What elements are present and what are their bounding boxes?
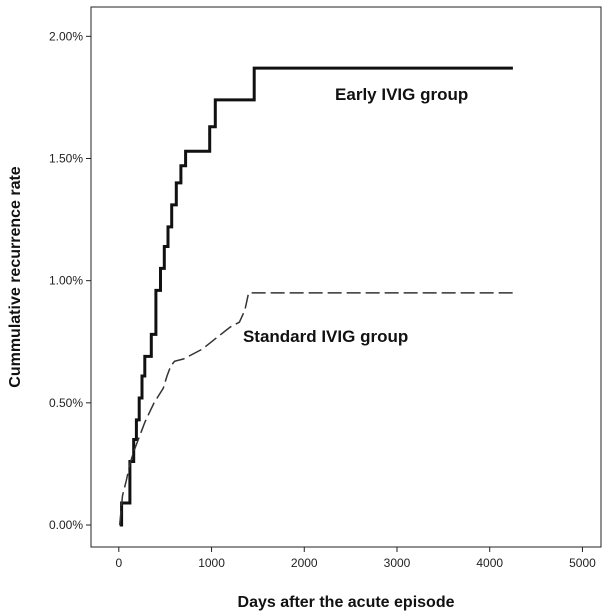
y-tick-label: 0.00% bbox=[49, 518, 83, 532]
annotations: Early IVIG group Standard IVIG group bbox=[243, 85, 468, 346]
y-tick-label: 1.00% bbox=[49, 274, 83, 288]
series-line-early-ivig bbox=[119, 66, 513, 527]
y-tick-label: 1.50% bbox=[49, 151, 83, 165]
annotation-label: Early IVIG group bbox=[335, 85, 468, 104]
series-line-standard-ivig bbox=[118, 292, 513, 526]
x-tick-label: 2000 bbox=[291, 556, 318, 570]
x-tick-label: 4000 bbox=[476, 556, 503, 570]
y-axis-ticks: 0.00% 0.50% 1.00% 1.50% 2.00% bbox=[49, 29, 91, 532]
y-axis-title: Cummulative recurrence rate bbox=[7, 166, 24, 388]
plot-frame bbox=[90, 6, 602, 548]
x-tick-label: 0 bbox=[115, 556, 122, 570]
series-layer bbox=[118, 66, 513, 527]
y-tick-label: 0.50% bbox=[49, 396, 83, 410]
x-tick-label: 1000 bbox=[198, 556, 225, 570]
annotation-label: Standard IVIG group bbox=[243, 327, 408, 346]
x-axis-ticks: 0 1000 2000 3000 4000 5000 bbox=[115, 547, 596, 570]
x-tick-label: 5000 bbox=[569, 556, 596, 570]
x-tick-label: 3000 bbox=[384, 556, 411, 570]
y-tick-label: 2.00% bbox=[49, 29, 83, 43]
x-axis-title: Days after the acute episode bbox=[238, 594, 455, 611]
